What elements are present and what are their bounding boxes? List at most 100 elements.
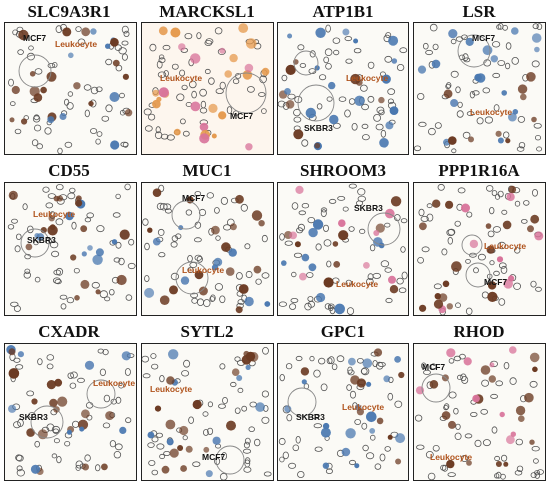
- brown-stained-cell: [448, 420, 456, 429]
- pink-stained-cell: [509, 346, 517, 354]
- micrograph-panel: SKBR3 Leukocyte: [277, 182, 409, 316]
- unstained-cell: [53, 269, 61, 276]
- unstained-cell: [51, 425, 61, 434]
- blue-stained-cell: [147, 431, 155, 439]
- brown-stained-cell: [8, 368, 20, 379]
- brown-stained-cell: [480, 365, 491, 375]
- blue-stained-cell: [329, 114, 339, 125]
- unstained-cell: [462, 131, 471, 139]
- cell-field: [414, 346, 545, 480]
- unstained-cell: [125, 294, 133, 301]
- unstained-cell: [495, 380, 503, 387]
- leukocyte-label: Leukocyte: [55, 39, 98, 49]
- brown-stained-cell: [169, 448, 179, 458]
- unstained-cell: [232, 78, 240, 85]
- unstained-cell: [534, 472, 540, 479]
- unstained-cell: [476, 117, 484, 125]
- brown-stained-cell: [159, 295, 170, 305]
- unstained-cell: [464, 433, 473, 439]
- unstained-cell: [54, 279, 62, 285]
- blue-stained-cell: [450, 99, 459, 107]
- unstained-cell: [301, 203, 310, 209]
- unstained-cell: [12, 29, 18, 36]
- unstained-cell: [95, 138, 101, 145]
- brown-stained-cell: [438, 293, 448, 302]
- cell-line-label: MCF7: [182, 193, 206, 203]
- unstained-cell: [90, 128, 98, 134]
- unstained-cell: [298, 210, 306, 216]
- unstained-cell: [472, 90, 480, 96]
- unstained-cell: [482, 87, 491, 94]
- unstained-cell: [342, 206, 349, 212]
- unstained-cell: [94, 464, 101, 472]
- pink-stained-cell: [219, 47, 226, 54]
- unstained-cell: [158, 252, 166, 258]
- unstained-cell: [531, 445, 540, 452]
- unstained-cell: [420, 215, 429, 222]
- unstained-cell: [443, 404, 449, 411]
- brown-stained-cell: [531, 116, 537, 123]
- orange-stained-cell: [211, 133, 217, 139]
- blue-stained-cell: [354, 463, 360, 469]
- brown-stained-cell: [487, 291, 498, 302]
- unstained-cell: [261, 390, 270, 398]
- brown-stained-cell: [81, 409, 90, 419]
- leukocyte-label: Leukocyte: [470, 107, 513, 117]
- unstained-cell: [418, 208, 425, 217]
- unstained-cell: [204, 68, 211, 75]
- blue-stained-cell: [341, 447, 351, 457]
- pink-stained-cell: [363, 262, 370, 269]
- blue-stained-cell: [531, 33, 542, 43]
- leukocyte-label: Leukocyte: [160, 73, 203, 83]
- unstained-cell: [530, 280, 537, 288]
- brown-stained-cell: [18, 29, 29, 41]
- micrograph-panel: MCF7 Leukocyte: [141, 182, 274, 316]
- unstained-cell: [463, 57, 471, 63]
- brown-stained-cell: [47, 225, 58, 236]
- highlight-circle: [175, 261, 209, 295]
- orange-stained-cell: [238, 23, 249, 33]
- blue-stained-cell: [81, 251, 87, 257]
- unstained-cell: [398, 287, 407, 293]
- unstained-cell: [324, 303, 332, 310]
- unstained-cell: [284, 240, 293, 246]
- unstained-cell: [379, 453, 386, 462]
- unstained-cell: [215, 88, 224, 94]
- unstained-cell: [360, 84, 368, 92]
- brown-stained-cell: [466, 460, 472, 466]
- unstained-cell: [430, 363, 437, 370]
- cell-field: [142, 347, 272, 480]
- orange-stained-cell: [152, 89, 160, 97]
- blue-stained-cell: [166, 438, 174, 446]
- unstained-cell: [325, 62, 332, 70]
- unstained-cell: [28, 412, 36, 419]
- unstained-cell: [348, 98, 356, 105]
- unstained-cell: [13, 305, 21, 312]
- leukocyte-label: Leukocyte: [430, 452, 473, 462]
- unstained-cell: [432, 445, 440, 452]
- unstained-cell: [34, 440, 41, 448]
- unstained-cell: [311, 414, 320, 420]
- brown-stained-cell: [95, 289, 101, 295]
- leukocyte-label: Leukocyte: [182, 265, 225, 275]
- unstained-cell: [31, 139, 39, 147]
- unstained-cell: [69, 187, 76, 194]
- gene-title: LSR: [462, 2, 496, 21]
- unstained-cell: [384, 267, 392, 273]
- blue-stained-cell: [385, 121, 394, 130]
- highlight-circle: [465, 262, 491, 288]
- unstained-cell: [367, 61, 375, 69]
- unstained-cell: [37, 358, 43, 366]
- unstained-cell: [115, 193, 121, 200]
- unstained-cell: [101, 115, 110, 122]
- brown-stained-cell: [390, 196, 402, 207]
- unstained-cell: [188, 80, 197, 89]
- unstained-cell: [187, 255, 193, 263]
- unstained-cell: [292, 444, 300, 452]
- brown-stained-cell: [54, 378, 63, 387]
- unstained-cell: [253, 438, 261, 447]
- unstained-cell: [214, 283, 224, 291]
- brown-stained-cell: [487, 281, 497, 290]
- unstained-cell: [511, 57, 519, 65]
- unstained-cell: [396, 277, 404, 285]
